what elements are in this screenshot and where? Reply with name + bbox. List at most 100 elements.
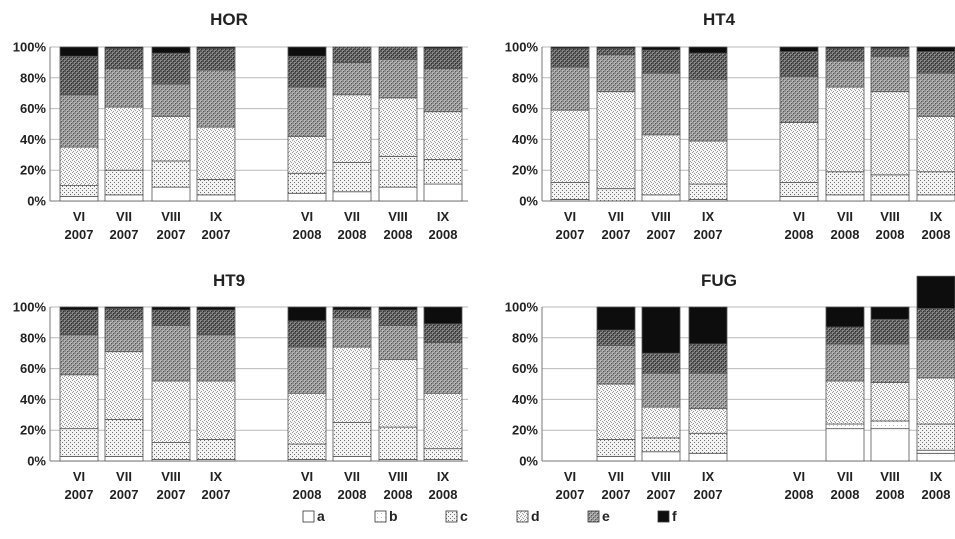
bar-segment-f [870, 48, 910, 57]
y-tick-label: 40% [20, 132, 46, 147]
bar-segment-a [825, 194, 865, 202]
x-tick-month: IX [702, 469, 715, 484]
bar-segment-e [779, 75, 819, 123]
bar-segment-c [423, 448, 463, 460]
bar-segment-f [641, 49, 681, 74]
bar-segment-g [688, 306, 728, 345]
bar-segment-g [196, 46, 236, 49]
bar-segment-a [332, 455, 372, 462]
bar-segment-g [550, 46, 590, 49]
x-tick-month: VI [793, 209, 805, 224]
panel-ht9: HT9 0% 20% 40% 60% 80% 100% VI 2007 VII 2007 VIII 20… [13, 271, 468, 502]
x-tick-year: 2007 [157, 487, 186, 502]
bar-segment-g [378, 306, 418, 311]
x-tick-year: 2008 [785, 227, 814, 242]
bar-segment-f [688, 343, 728, 374]
bar-segment-e [332, 62, 372, 96]
y-tick-label: 0% [519, 194, 538, 209]
bar-segment-f [151, 309, 191, 326]
bar-segment-c [196, 179, 236, 196]
bar-segment-d [870, 91, 910, 176]
bar-segment-e [596, 54, 636, 93]
bar-segment-f [550, 48, 590, 68]
bar-segment-d [332, 94, 372, 163]
x-tick-month: VIII [388, 209, 408, 224]
bar-segment-a [916, 452, 955, 462]
panel-title: HT4 [703, 10, 736, 29]
bar-segment-g [59, 306, 99, 311]
y-tick-label: 80% [512, 330, 538, 345]
bar-segment-e [688, 372, 728, 410]
x-tick-year: 2008 [876, 227, 905, 242]
bar-segment-c [916, 171, 955, 196]
bar-segment-c [423, 159, 463, 185]
bar-segment-g [151, 46, 191, 54]
bar-segment-f [423, 48, 463, 69]
y-tick-label: 0% [27, 194, 46, 209]
y-tick-label: 20% [20, 423, 46, 438]
x-tick-month: VII [116, 209, 132, 224]
bar-segment-a [104, 455, 144, 462]
x-tick-year: 2008 [831, 227, 860, 242]
x-tick-month: IX [210, 469, 223, 484]
x-tick-year: 2007 [65, 227, 94, 242]
bar-segment-a [641, 451, 681, 462]
y-tick-label: 40% [512, 132, 538, 147]
bar-segment-g [423, 306, 463, 325]
legend-swatch [587, 510, 600, 523]
bar-segment-c [378, 426, 418, 460]
x-tick-month: VII [837, 469, 853, 484]
bar-segment-f [779, 51, 819, 77]
bar-segment-c [287, 443, 327, 460]
bar-segment-d [59, 146, 99, 187]
x-tick-year: 2007 [157, 227, 186, 242]
x-tick-year: 2007 [202, 227, 231, 242]
bar-segment-g [104, 306, 144, 309]
legend-swatch [302, 510, 315, 523]
legend-swatch [445, 510, 458, 523]
x-tick-month: VI [793, 469, 805, 484]
bar-segment-e [825, 60, 865, 88]
x-tick-month: VIII [161, 469, 181, 484]
x-tick-month: IX [702, 209, 715, 224]
bar-segment-f [287, 55, 327, 88]
bar-segment-g [870, 306, 910, 320]
x-tick-month: VIII [651, 469, 671, 484]
bar-segment-e [825, 343, 865, 382]
bar-segment-g [596, 306, 636, 331]
bar-segment-e [870, 343, 910, 383]
bar-segment-g [641, 46, 681, 51]
legend-item-d: d [516, 508, 540, 524]
x-tick-month: VII [608, 209, 624, 224]
bar-segment-d [59, 374, 99, 430]
bar-segment-d [596, 91, 636, 190]
legend-label: f [672, 508, 677, 524]
bar-segment-e [151, 83, 191, 117]
bar-segment-a [825, 428, 865, 462]
legend-label: e [602, 508, 610, 524]
x-tick-year: 2007 [602, 227, 631, 242]
bar-segment-d [825, 380, 865, 425]
bar-segment-c [688, 432, 728, 454]
y-tick-label: 60% [512, 361, 538, 376]
x-tick-month: VI [564, 209, 576, 224]
bar-segment-f [378, 46, 418, 60]
bar-segment-f [332, 46, 372, 63]
y-tick-label: 100% [13, 300, 47, 315]
bar-segment-e [423, 68, 463, 113]
bar-segment-a [779, 195, 819, 202]
y-tick-label: 100% [505, 40, 539, 55]
y-tick-label: 80% [20, 70, 46, 85]
bar-segment-a [688, 452, 728, 462]
bar-segment-f [59, 55, 99, 96]
bar-segment-c [550, 182, 590, 200]
bar-segment-c [151, 442, 191, 460]
x-tick-year: 2008 [338, 227, 367, 242]
bar-segment-a [378, 186, 418, 202]
bar-segment-f [196, 309, 236, 336]
bar-segment-d [916, 377, 955, 425]
y-tick-label: 100% [13, 40, 47, 55]
x-tick-year: 2008 [338, 487, 367, 502]
bar-segment-a [151, 186, 191, 202]
bar-segment-d [332, 346, 372, 423]
